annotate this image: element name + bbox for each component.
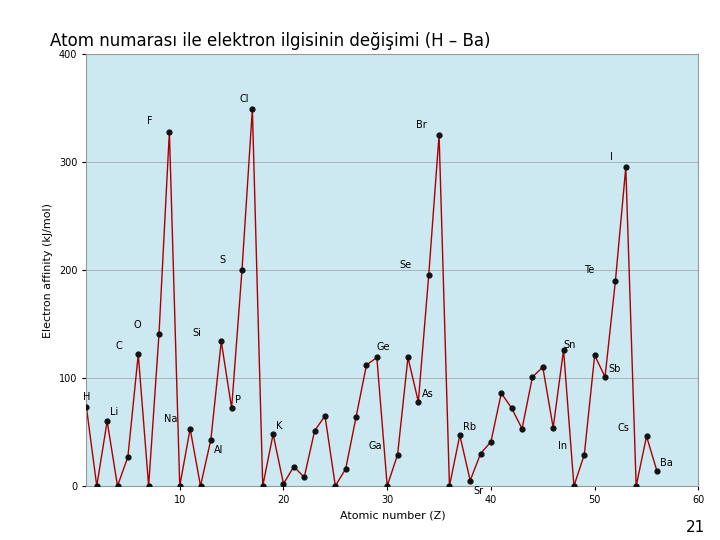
Point — [506, 404, 518, 413]
Point — [309, 427, 320, 435]
Text: Sr: Sr — [473, 485, 483, 496]
Point — [371, 353, 382, 362]
Point — [226, 404, 238, 413]
Point — [537, 363, 549, 372]
Point — [526, 373, 538, 381]
Point — [215, 337, 227, 346]
Point — [153, 329, 165, 338]
Text: Ge: Ge — [377, 342, 390, 352]
Point — [278, 480, 289, 488]
Text: Sn: Sn — [564, 340, 576, 350]
Point — [579, 450, 590, 459]
Point — [174, 482, 186, 490]
Point — [112, 482, 123, 490]
Text: Ga: Ga — [369, 441, 382, 451]
Point — [485, 437, 497, 446]
Text: In: In — [559, 441, 567, 451]
Point — [641, 432, 652, 441]
Text: S: S — [219, 254, 225, 265]
Point — [194, 482, 206, 490]
Text: Al: Al — [214, 444, 223, 455]
Point — [288, 462, 300, 471]
Point — [651, 467, 662, 475]
Text: Te: Te — [585, 265, 595, 275]
Point — [413, 397, 424, 406]
Text: Rb: Rb — [463, 422, 476, 432]
Point — [444, 482, 455, 490]
Text: Atom numarası ile elektron ilgisinin değişimi (H – Ba): Atom numarası ile elektron ilgisinin değ… — [50, 32, 491, 50]
Point — [454, 431, 466, 440]
Text: Li: Li — [110, 407, 119, 417]
Point — [351, 413, 362, 421]
Point — [402, 353, 414, 362]
Point — [340, 464, 351, 473]
Text: C: C — [115, 341, 122, 351]
Point — [433, 131, 445, 139]
Point — [610, 276, 621, 285]
Point — [299, 473, 310, 482]
Point — [516, 424, 528, 433]
Text: P: P — [235, 395, 240, 405]
Point — [620, 163, 631, 172]
Point — [205, 435, 217, 444]
Point — [81, 403, 92, 411]
Text: Cl: Cl — [240, 93, 249, 104]
Point — [91, 482, 102, 490]
Point — [143, 482, 154, 490]
Point — [184, 424, 196, 433]
Text: H: H — [84, 392, 91, 402]
Point — [547, 423, 559, 432]
Point — [568, 482, 580, 490]
X-axis label: Atomic number (Z): Atomic number (Z) — [340, 511, 445, 521]
Text: Ba: Ba — [660, 457, 672, 468]
Text: As: As — [421, 388, 433, 399]
Text: I: I — [611, 152, 613, 162]
Text: Si: Si — [192, 328, 201, 338]
Point — [132, 350, 144, 359]
Text: Br: Br — [416, 119, 427, 130]
Point — [474, 449, 486, 458]
Point — [247, 105, 258, 113]
Point — [599, 373, 611, 381]
Point — [102, 417, 113, 426]
Point — [330, 482, 341, 490]
Point — [236, 266, 248, 274]
Point — [382, 482, 393, 490]
Text: K: K — [276, 421, 282, 431]
Text: Se: Se — [400, 260, 412, 270]
Point — [631, 482, 642, 490]
Text: Sb: Sb — [608, 363, 621, 374]
Point — [257, 482, 269, 490]
Point — [361, 361, 372, 369]
Point — [122, 453, 134, 461]
Text: O: O — [133, 320, 140, 330]
Point — [495, 389, 507, 397]
Y-axis label: Electron affinity (kJ/mol): Electron affinity (kJ/mol) — [43, 202, 53, 338]
Text: Cs: Cs — [618, 423, 629, 433]
Text: 21: 21 — [686, 519, 706, 535]
Point — [163, 127, 175, 136]
Point — [319, 411, 330, 420]
Point — [267, 430, 279, 438]
Text: Na: Na — [164, 414, 178, 424]
Point — [423, 271, 434, 280]
Text: F: F — [147, 116, 152, 126]
Point — [589, 351, 600, 360]
Point — [392, 450, 403, 459]
Point — [558, 346, 570, 354]
Point — [464, 476, 476, 485]
